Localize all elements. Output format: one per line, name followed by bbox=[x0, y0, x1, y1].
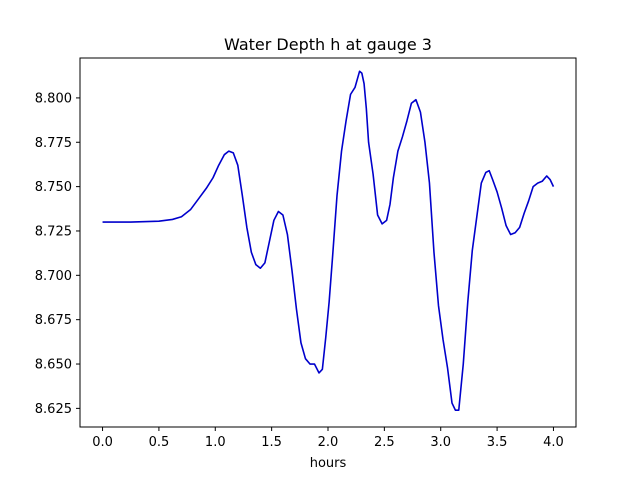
x-tick-label: 2.0 bbox=[318, 435, 339, 450]
x-tick-label: 3.5 bbox=[487, 435, 508, 450]
chart-title: Water Depth h at gauge 3 bbox=[224, 35, 432, 54]
series-line-0 bbox=[102, 70, 555, 411]
x-tick-label: 0.0 bbox=[92, 435, 113, 450]
y-axis-ticks: 8.625 8.650 8.675 8.700 8.725 8.750 8.775 8.800 bbox=[35, 91, 80, 417]
x-axis-ticks: 0.0 0.5 1.0 1.5 2.0 2.5 3.0 3.5 4.0 bbox=[92, 427, 564, 450]
y-tick-label: 8.625 bbox=[35, 402, 72, 417]
y-tick-label: 8.725 bbox=[35, 224, 72, 239]
x-tick-label: 2.5 bbox=[374, 435, 395, 450]
y-tick-label: 8.700 bbox=[35, 269, 72, 284]
y-tick-label: 8.650 bbox=[35, 358, 72, 373]
x-tick-label: 0.5 bbox=[149, 435, 170, 450]
x-tick-label: 1.5 bbox=[261, 435, 282, 450]
x-tick-label: 4.0 bbox=[543, 435, 564, 450]
x-tick-label: 3.0 bbox=[430, 435, 451, 450]
series-layer bbox=[102, 70, 555, 411]
y-tick-label: 8.775 bbox=[35, 136, 72, 151]
x-axis-label: hours bbox=[310, 456, 347, 471]
y-tick-label: 8.675 bbox=[35, 313, 72, 328]
x-tick-label: 1.0 bbox=[205, 435, 226, 450]
y-tick-label: 8.750 bbox=[35, 180, 72, 195]
y-tick-label: 8.800 bbox=[35, 91, 72, 106]
